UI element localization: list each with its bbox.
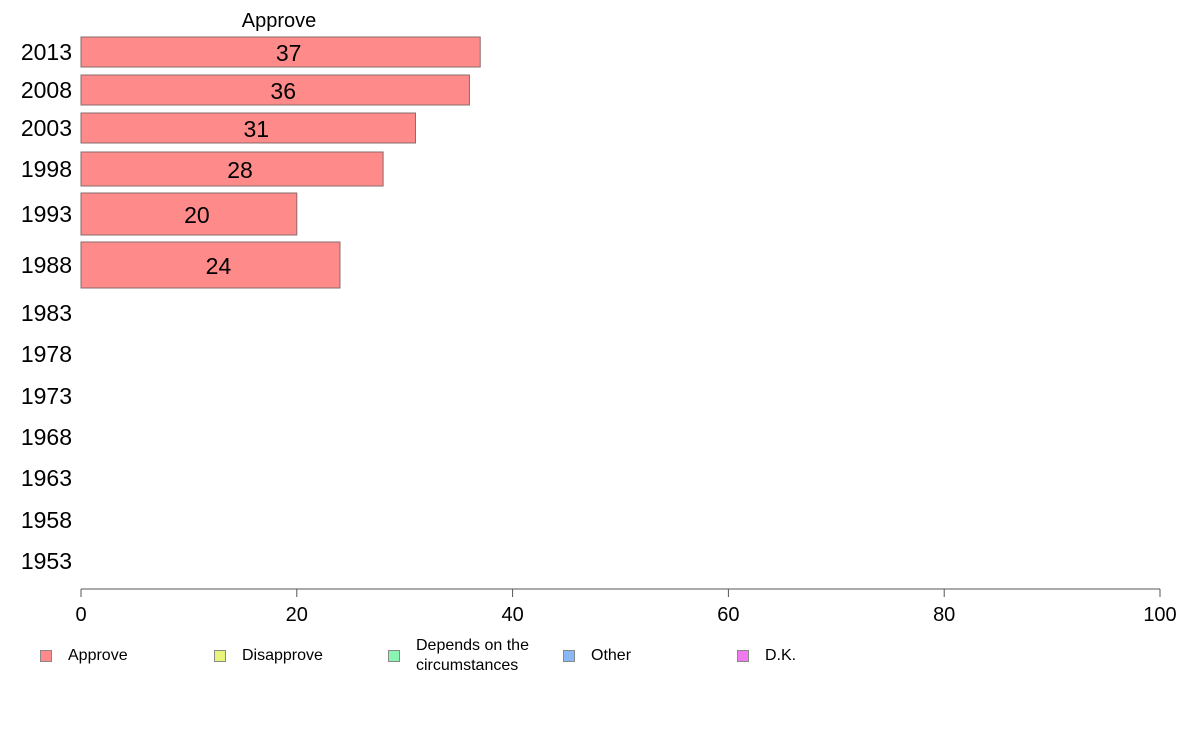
legend-label: Other — [591, 647, 632, 664]
y-tick-label: 1993 — [21, 201, 72, 227]
x-tick-label: 100 — [1143, 604, 1176, 626]
y-tick-label: 1963 — [21, 465, 72, 491]
y-tick-label: 2008 — [21, 77, 72, 103]
y-tick-label: 1958 — [21, 507, 72, 533]
bar — [80, 241, 341, 289]
data-label: 36 — [270, 78, 296, 104]
data-label: 37 — [276, 40, 302, 66]
legend-item-approve: Approve — [40, 636, 128, 666]
y-tick-label: 1973 — [21, 383, 72, 409]
y-tick-label: 1953 — [21, 548, 72, 574]
data-label: 31 — [243, 116, 269, 142]
data-label: 24 — [206, 253, 232, 279]
data-label: 20 — [184, 202, 210, 228]
legend-label: Depends on the circumstances — [416, 637, 529, 674]
x-tick-label: 20 — [286, 604, 308, 626]
bar — [80, 112, 416, 144]
data-label: 28 — [227, 157, 253, 183]
legend-swatch-dk — [737, 650, 749, 662]
bar — [80, 192, 298, 236]
y-tick-label: 2003 — [21, 115, 72, 141]
legend-item-depends: Depends on the circumstances — [388, 636, 556, 676]
legend-label: D.K. — [765, 647, 797, 664]
y-tick-label: 1988 — [21, 252, 72, 278]
legend-swatch-other — [563, 650, 575, 662]
y-tick-label: 1983 — [21, 300, 72, 326]
legend-swatch-depends — [388, 650, 400, 662]
bar — [80, 151, 384, 187]
y-tick-label: 1998 — [21, 156, 72, 182]
bar — [80, 74, 470, 106]
legend-swatch-approve — [40, 650, 52, 662]
y-tick-label: 2013 — [21, 39, 72, 65]
x-tick-label: 80 — [933, 604, 955, 626]
legend-swatch-disapprove — [214, 650, 226, 662]
y-tick-label: 1968 — [21, 424, 72, 450]
legend-label: Approve — [68, 647, 128, 664]
bar — [80, 36, 481, 68]
legend-item-other: Other — [563, 636, 631, 666]
x-tick-label: 60 — [717, 604, 739, 626]
legend-item-disapprove: Disapprove — [214, 636, 323, 666]
panel-title: Approve — [242, 10, 317, 32]
legend-label: Disapprove — [242, 647, 323, 664]
y-tick-label: 1978 — [21, 341, 72, 367]
legend-item-dk: D.K. — [737, 636, 796, 666]
x-tick-label: 0 — [75, 604, 86, 626]
x-tick-label: 40 — [501, 604, 523, 626]
legend: Approve Disapprove Depends on the circum… — [0, 636, 1188, 696]
